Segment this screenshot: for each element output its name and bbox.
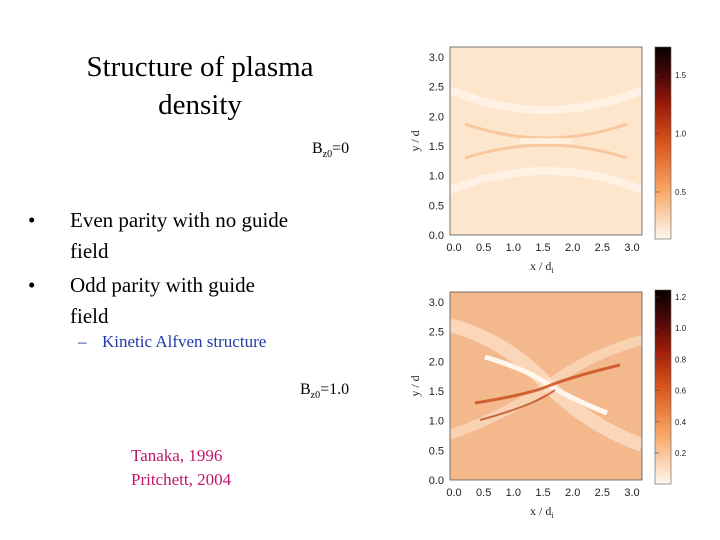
y-tick-label: 1.0 — [429, 171, 444, 183]
colorbar-bottom — [654, 289, 672, 485]
colorbar-tick-label: 1.2 — [675, 293, 687, 302]
x-tick-label: 2.0 — [565, 487, 580, 499]
x-tick-label: 2.0 — [565, 242, 580, 254]
density-plot-bottom: 0.0 0.5 1.0 1.5 2.0 2.5 3.0 0.0 0.5 1.0 1.5 2.0 2.5… — [405, 285, 695, 520]
colorbar-tick-label: 1.0 — [675, 324, 687, 333]
heatmap-bottom — [450, 292, 642, 480]
y-tick-label: 2.0 — [429, 111, 444, 123]
bullet-marker: • — [28, 273, 36, 297]
x-tick-label: 3.0 — [624, 487, 639, 499]
colorbar-tick-label: 0.8 — [675, 355, 687, 364]
y-tick-label: 2.0 — [429, 356, 444, 368]
bz0-annotation-top: Bz0=0 — [312, 140, 349, 160]
y-tick-labels-top: 0.0 0.5 1.0 1.5 2.0 2.5 3.0 — [429, 52, 444, 242]
density-plot-bottom-svg: 0.0 0.5 1.0 1.5 2.0 2.5 3.0 0.0 0.5 1.0 1.5 2.0 2.5… — [408, 289, 687, 520]
sub-bullet-text: Kinetic Alfven structure — [102, 332, 267, 351]
x-axis-label-top: x / di — [530, 259, 554, 275]
x-tick-label: 1.5 — [535, 487, 550, 499]
colorbar-tick-label: 0.2 — [675, 449, 687, 458]
bullet-item: • Odd parity with guide field — [28, 270, 298, 332]
bullet-text: Odd parity with guide field — [70, 273, 255, 328]
bz-symbol: B — [312, 140, 323, 157]
sub-bullet: – Kinetic Alfven structure — [78, 330, 278, 354]
bullet-list: • Even parity with no guide field • Odd … — [28, 205, 298, 335]
y-tick-label: 1.5 — [429, 141, 444, 153]
x-tick-label: 1.0 — [506, 242, 521, 254]
bz-symbol: B — [300, 381, 311, 398]
y-tick-label: 0.5 — [429, 200, 444, 212]
x-tick-label: 0.0 — [446, 242, 461, 254]
x-tick-label: 0.5 — [476, 242, 491, 254]
y-tick-label: 0.0 — [429, 475, 444, 487]
colorbar-ticks-top: 0.5 1.0 1.5 — [655, 71, 687, 197]
heatmap-top — [450, 47, 642, 235]
y-tick-label: 0.0 — [429, 230, 444, 242]
references: Tanaka, 1996 Pritchett, 2004 — [131, 444, 231, 492]
bullet-item: • Even parity with no guide field — [28, 205, 298, 267]
y-tick-label: 2.5 — [429, 327, 444, 339]
bz-subscript: z0 — [322, 149, 333, 161]
x-tick-label: 3.0 — [624, 242, 639, 254]
x-tick-label: 2.5 — [595, 242, 610, 254]
colorbar-tick-label: 1.0 — [675, 130, 687, 139]
y-axis-label-bottom: y / d — [408, 375, 422, 396]
sub-bullet-marker: – — [78, 332, 87, 351]
bullet-marker: • — [28, 208, 36, 232]
y-tick-label: 3.0 — [429, 52, 444, 64]
x-tick-label: 1.5 — [535, 242, 550, 254]
reference-pritchett: Pritchett, 2004 — [131, 470, 232, 489]
bz-value: =0 — [332, 140, 350, 157]
bz-value: =1.0 — [320, 381, 350, 398]
bullet-text: Even parity with no guide field — [70, 208, 289, 263]
density-plot-top-svg: 0.0 0.5 1.0 1.5 2.0 2.5 3.0 0.0 0.5 1.0 1.5 2.0 2.5… — [408, 46, 687, 275]
colorbar-ticks-bottom: 0.2 0.4 0.6 0.8 1.0 1.2 — [655, 293, 687, 458]
bz-subscript: z0 — [310, 390, 321, 402]
x-tick-labels-bottom: 0.0 0.5 1.0 1.5 2.0 2.5 3.0 — [446, 487, 639, 499]
colorbar-top — [654, 46, 672, 240]
y-tick-label: 1.0 — [429, 416, 444, 428]
y-axis-label-top: y / d — [408, 130, 422, 151]
y-tick-label: 0.5 — [429, 445, 444, 457]
y-tick-labels-bottom: 0.0 0.5 1.0 1.5 2.0 2.5 3.0 — [429, 297, 444, 487]
y-tick-label: 3.0 — [429, 297, 444, 309]
density-plot-top: 0.0 0.5 1.0 1.5 2.0 2.5 3.0 0.0 0.5 1.0 1.5 2.0 2.5… — [405, 40, 695, 275]
y-tick-label: 2.5 — [429, 82, 444, 94]
colorbar-tick-label: 0.4 — [675, 418, 687, 427]
colorbar-tick-label: 1.5 — [675, 71, 687, 80]
colorbar-tick-label: 0.5 — [675, 188, 687, 197]
y-tick-label: 1.5 — [429, 386, 444, 398]
x-tick-label: 1.0 — [506, 487, 521, 499]
x-tick-label: 0.5 — [476, 487, 491, 499]
reference-tanaka: Tanaka, 1996 — [131, 446, 223, 465]
x-axis-label-bottom: x / di — [530, 504, 554, 520]
slide-title: Structure of plasma density — [86, 51, 314, 121]
bz0-annotation-bottom: Bz0=1.0 — [300, 381, 349, 401]
colorbar-tick-label: 0.6 — [675, 387, 687, 396]
x-tick-label: 2.5 — [595, 487, 610, 499]
x-tick-labels-top: 0.0 0.5 1.0 1.5 2.0 2.5 3.0 — [446, 242, 639, 254]
x-tick-label: 0.0 — [446, 487, 461, 499]
